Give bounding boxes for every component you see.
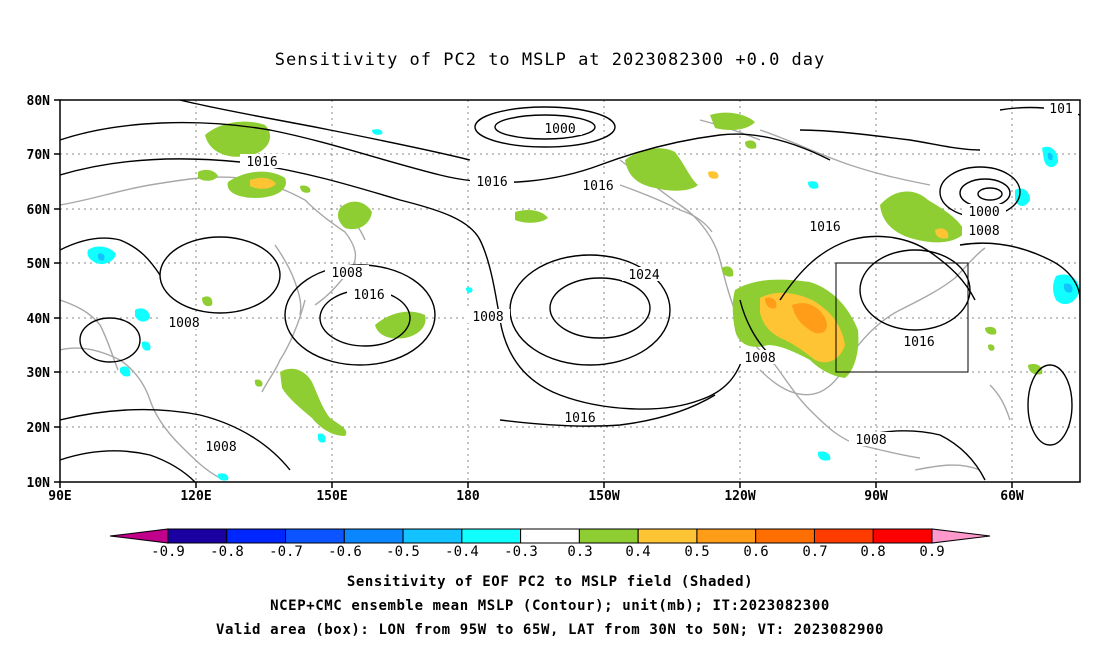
lat-label: 20N [27,421,51,436]
contour-label: 1008 [168,316,199,331]
map-panel: 1000 1016 1016 1016 1008 1016 1008 1008 … [27,94,1081,504]
colorbar-cell [637,528,698,544]
colorbar-label: -0.5 [386,544,420,560]
contour-label: 1008 [205,440,236,455]
colorbar-label: 0.8 [860,544,885,560]
lat-label: 10N [27,476,51,491]
lat-label: 80N [27,94,51,109]
contour-label: 1016 [582,179,613,194]
colorbar-label: 0.6 [743,544,768,560]
contour-label: 1024 [628,268,659,283]
contour-label: 1008 [855,433,886,448]
colorbar-label: -0.6 [328,544,362,560]
colorbar-label: -0.4 [445,544,479,560]
lon-label: 90W [864,489,888,504]
contour-label: 1016 [809,220,840,235]
colorbar-label: 0.7 [802,544,827,560]
colorbar-label: 0.3 [567,544,592,560]
colorbar-cell [226,528,287,544]
lon-label: 150W [588,489,619,504]
colorbar-cell [402,528,463,544]
caption-line-3: Valid area (box): LON from 95W to 65W, L… [215,622,885,638]
contour-label: 1008 [968,224,999,239]
contour-label: 1016 [353,288,384,303]
colorbar-cells [167,528,933,544]
contour-label: 1016 [246,155,277,170]
colorbar-label: -0.7 [269,544,303,560]
colorbar-cell [520,528,580,544]
lon-label: 180 [456,489,480,504]
sensitivity-positive-shading [198,112,1043,436]
lat-label: 70N [27,148,51,163]
colorbar-low-arrow [109,528,169,544]
colorbar-label: 0.4 [625,544,650,560]
contour-label: 1016 [476,175,507,190]
lon-label: 150E [316,489,347,504]
caption-line-1: Sensitivity of EOF PC2 to MSLP field (Sh… [346,574,754,590]
colorbar-cell [167,528,228,544]
colorbar-label: 0.5 [684,544,709,560]
longitude-labels: 90E 120E 150E 180 150W 120W 90W 60W [48,489,1024,504]
colorbar-cell [755,528,815,544]
contour-labels: 1000 1016 1016 1016 1008 1016 1008 1008 … [162,101,1078,455]
lon-label: 120E [180,489,211,504]
colorbar-high-arrow [931,528,991,544]
contour-label: 1008 [331,266,362,281]
graticule [60,100,1080,482]
lat-label: 50N [27,257,51,272]
contour-label: 1008 [744,351,775,366]
lat-label: 60N [27,203,51,218]
lon-label: 90E [48,489,71,504]
colorbar: -0.9 -0.8 -0.7 -0.6 -0.5 -0.4 -0.3 0.3 0… [109,528,991,560]
contour-label: 1008 [472,310,503,325]
lon-label: 60W [1000,489,1024,504]
colorbar-cell [343,528,404,544]
colorbar-label: -0.8 [210,544,244,560]
colorbar-cell [813,528,874,544]
colorbar-label: -0.9 [151,544,185,560]
lat-label: 40N [27,312,51,327]
colorbar-cell [696,528,757,544]
colorbar-cell [578,528,639,544]
colorbar-label: 0.9 [919,544,944,560]
sensitivity-negative-shading [87,129,1080,481]
valid-area-box [835,262,969,373]
contour-label: 1000 [544,122,575,137]
caption-line-2: NCEP+CMC ensemble mean MSLP (Contour); u… [270,598,830,614]
colorbar-label: -0.3 [504,544,538,560]
colorbar-cell [872,528,933,544]
contour-label: 1000 [968,205,999,220]
contour-label: 1016 [903,335,934,350]
colorbar-cell [285,528,345,544]
contour-label: 1016 [564,411,595,426]
colorbar-cell [461,528,522,544]
latitude-labels: 80N 70N 60N 50N 40N 30N 20N 10N [27,94,51,491]
lat-label: 30N [27,366,51,381]
map-title: Sensitivity of PC2 to MSLP at 2023082300… [274,50,826,70]
lon-label: 120W [724,489,755,504]
contour-label: 101 [1049,102,1072,117]
colorbar-labels: -0.9 -0.8 -0.7 -0.6 -0.5 -0.4 -0.3 0.3 0… [151,544,945,560]
